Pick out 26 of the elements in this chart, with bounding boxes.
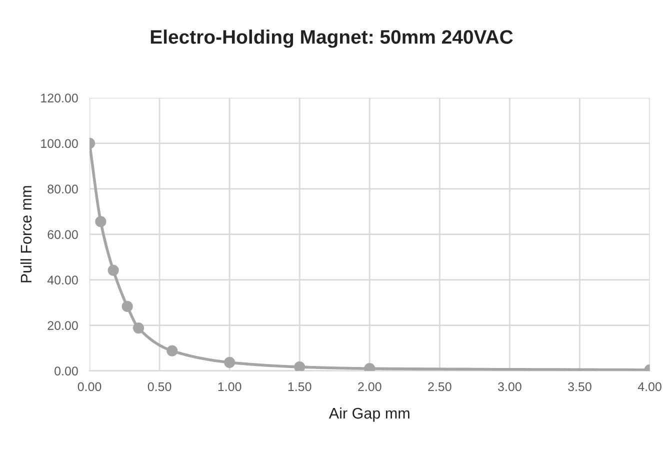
point [108,264,119,276]
x-tick-label: 0.50 [148,382,172,392]
y-tick-label: 100.00 [41,139,78,148]
y-tick-label: 120.00 [41,94,78,102]
point [95,216,106,228]
point [224,356,236,368]
point [122,300,133,312]
y-tick-label: 20.00 [48,321,78,330]
x-tick-label: 3.00 [498,382,522,392]
x-tick-label: 2.00 [358,382,382,392]
x-tick-label: 4.00 [638,382,662,392]
x-tick-label: 2.50 [428,382,452,392]
y-tick-label: 80.00 [48,184,78,194]
x-tick-label: 1.00 [218,382,242,392]
chart-title: Electro-Holding Magnet: 50mm 240VAC [150,30,513,48]
y-tick-label: 60.00 [48,230,78,239]
point [132,322,144,334]
x-tick-label: 1.50 [288,382,312,392]
x-tick-label: 0.00 [78,382,102,392]
point [166,345,178,356]
y-tick-label: 40.00 [47,276,78,284]
y-axis-title: Pull Force mm [20,186,32,282]
x-tick-label: 3.50 [568,382,592,392]
y-tick-label: 0.00 [54,366,78,376]
point [294,361,306,371]
x-axis-title: Air Gap mm [328,407,410,422]
